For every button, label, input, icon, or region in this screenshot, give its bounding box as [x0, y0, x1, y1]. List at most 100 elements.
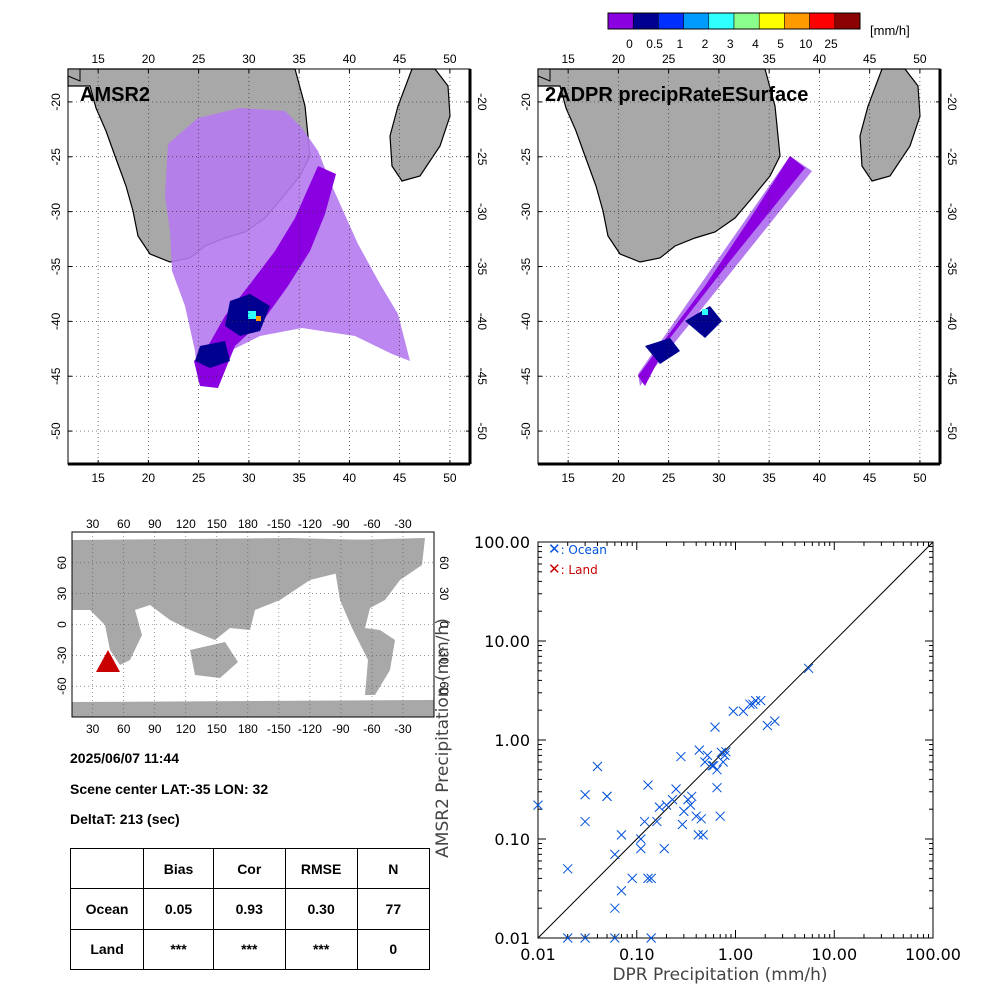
data-point — [562, 863, 573, 874]
data-point — [745, 699, 755, 710]
lon-tick-label: 25 — [662, 471, 676, 485]
table-cell: Ocean — [69, 888, 145, 930]
data-point — [646, 873, 657, 884]
data-point — [719, 750, 730, 761]
data-point — [639, 816, 650, 827]
lat-tick-label: -50 — [49, 422, 63, 440]
lat-tick-label: -30 — [519, 203, 533, 221]
world-lat-tick-label: -60 — [437, 677, 450, 695]
lon-tick-label: 15 — [561, 52, 575, 66]
colorbar: [mm/h] 0 0.5 1 2 3 4 5 10 25 — [607, 12, 910, 51]
data-point — [562, 933, 573, 943]
world-lon-tick-label: -120 — [298, 517, 322, 531]
lon-tick-label: 30 — [242, 471, 256, 485]
table-cell: 0.30 — [284, 888, 358, 930]
lon-tick-label: 35 — [762, 471, 776, 485]
y-axis-label: AMSR2 Precipitation (mm/h) — [433, 618, 453, 858]
australia — [190, 642, 238, 678]
data-point — [755, 695, 766, 706]
delta-t: DeltaT: 213 (sec) — [70, 811, 180, 827]
colorbar-tick-label: 0 — [626, 37, 633, 51]
lon-tick-label: 25 — [192, 471, 206, 485]
data-point — [616, 885, 627, 896]
lat-tick-label: -35 — [945, 258, 959, 276]
data-point — [721, 746, 731, 757]
lon-tick-label: 30 — [242, 52, 256, 66]
world-lon-tick-label: -30 — [394, 517, 412, 531]
table-row: Ocean 0.05 0.93 0.30 77 — [69, 888, 431, 930]
africa-landmass — [537, 68, 781, 263]
colorbar-tick-label: 1 — [676, 37, 683, 51]
map-dpr: 15 15 20 20 25 25 30 30 35 35 40 40 45 45 50 50 -20 -20 -2… — [519, 52, 959, 485]
table-header-cell — [69, 847, 145, 890]
lon-tick-label: 25 — [192, 52, 206, 66]
x-tick-label: 0.10 — [619, 945, 655, 964]
colorbar-swatch — [658, 12, 684, 30]
lon-tick-label: 50 — [913, 471, 927, 485]
world-lon-tick-label: -90 — [332, 722, 350, 736]
data-point — [694, 745, 705, 755]
colorbar-tick-label: 5 — [777, 37, 784, 51]
world-lon-tick-label: 150 — [207, 517, 227, 531]
data-point — [609, 903, 620, 914]
data-point — [580, 789, 590, 800]
colorbar-unit: [mm/h] — [870, 23, 910, 38]
lon-tick-label: 50 — [443, 52, 457, 66]
data-point — [654, 802, 665, 812]
lat-tick-label: -30 — [945, 203, 959, 221]
table-cell: Land — [69, 928, 145, 971]
table-cell: *** — [212, 928, 286, 971]
colorbar-swatch — [784, 12, 810, 30]
legend-land-label: ✕: Land — [548, 560, 598, 578]
world-lon-tick-label: -150 — [267, 722, 291, 736]
lat-tick-label: -45 — [945, 368, 959, 386]
y-tick-label: 1.00 — [494, 731, 530, 750]
lon-tick-label: 40 — [813, 471, 827, 485]
data-point — [715, 811, 726, 822]
colorbar-swatch — [632, 12, 659, 30]
world-lon-tick-label: 180 — [238, 517, 258, 531]
map-left-title: AMSR2 — [80, 84, 150, 106]
dpr-rain-cell — [645, 306, 722, 364]
data-point — [686, 791, 697, 802]
antarctica — [72, 700, 434, 717]
table-cell: 0.93 — [212, 888, 286, 930]
data-point — [652, 816, 662, 827]
colorbar-swatch — [809, 12, 836, 30]
x-tick-label: 0.01 — [520, 945, 556, 964]
lon-tick-label: 20 — [612, 52, 626, 66]
world-lon-tick-label: -90 — [332, 517, 350, 531]
madagascar — [389, 68, 451, 182]
world-lat-tick-label: 60 — [55, 556, 69, 570]
scene-location-marker — [96, 650, 120, 672]
lon-tick-label: 25 — [662, 52, 676, 66]
world-lat-tick-label: 30 — [55, 587, 69, 601]
colorbar-tick-label: 0.5 — [646, 37, 663, 51]
lon-tick-label: 45 — [393, 52, 407, 66]
lon-tick-label: 45 — [863, 471, 877, 485]
data-point — [627, 873, 638, 884]
world-lon-tick-label: 150 — [207, 722, 227, 736]
table-header-cell: N — [356, 847, 431, 890]
data-point — [685, 800, 696, 810]
scatter-plot: 0.010.01 0.10 0.10 1.00 1.00 10.00 10.00 100.00… — [433, 533, 961, 985]
lon-tick-label: 40 — [343, 471, 357, 485]
colorbar-swatch — [733, 12, 760, 30]
dpr-swath-edge — [638, 156, 812, 386]
world-lon-tick-label: -60 — [363, 517, 381, 531]
colorbar-tick-label: 25 — [824, 37, 838, 51]
data-point — [712, 764, 722, 775]
world-lon-tick-label: 60 — [117, 722, 131, 736]
world-lat-tick-label: -60 — [55, 677, 69, 695]
data-point — [702, 750, 713, 761]
americas — [335, 538, 425, 695]
legend: ✕: Ocean ✕: Land — [548, 540, 607, 578]
lat-tick-label: -45 — [519, 367, 533, 385]
lat-tick-label: -45 — [475, 368, 489, 386]
data-point — [635, 834, 646, 844]
lat-tick-label: -35 — [519, 258, 533, 276]
lon-tick-label: 15 — [561, 471, 575, 485]
colorbar-swatch — [758, 12, 785, 30]
data-point — [533, 800, 543, 810]
lon-tick-label: 20 — [142, 471, 156, 485]
